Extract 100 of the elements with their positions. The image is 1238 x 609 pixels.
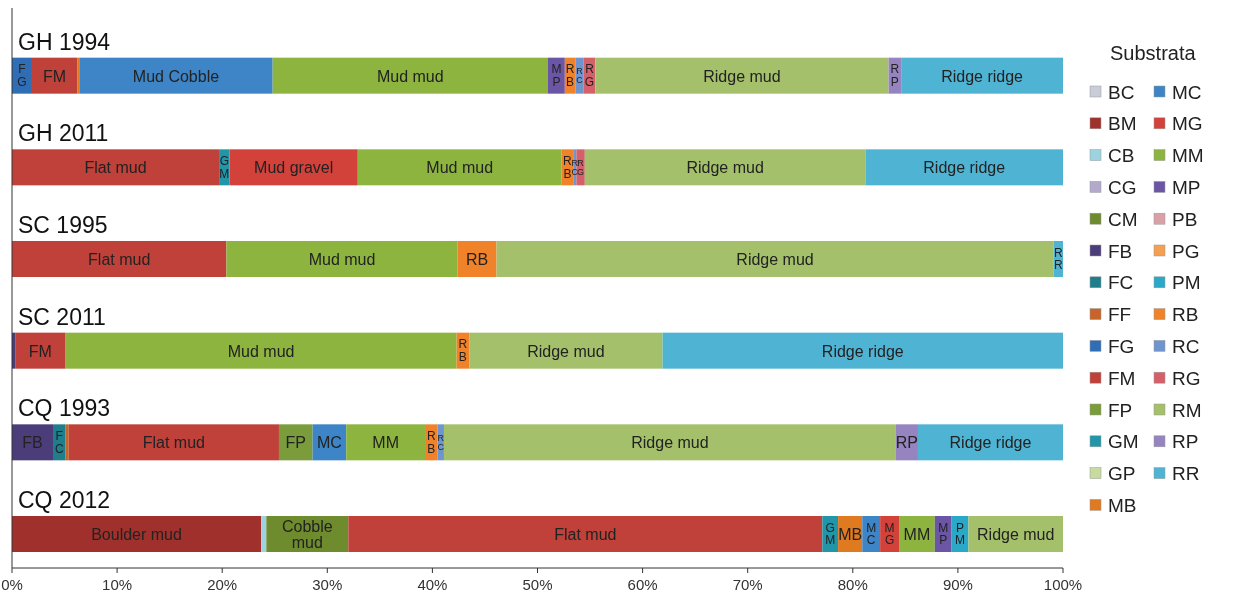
legend-label: FB [1108,240,1133,262]
x-tick-label: 10% [102,576,133,593]
bar [348,516,823,552]
x-tick-label: 20% [207,576,238,593]
legend-label: FM [1108,367,1136,389]
data-label: RB [427,429,437,456]
data-label: MP [938,520,949,548]
legend-label: RP [1172,431,1199,453]
data-label: RG [577,157,585,178]
data-label: MB [838,525,863,543]
bar [12,516,262,552]
bar [901,57,1063,94]
data-label: Ridge ridge [949,433,1032,451]
bar [496,241,1054,277]
legend-label: GM [1108,431,1139,453]
data-label: FB [22,433,43,451]
data-label: RR [1053,245,1063,273]
bar [79,57,273,94]
data-label: Boulder mud [91,525,182,543]
data-label: Ridge mud [736,250,814,268]
data-label: Ridge mud [527,342,605,360]
bar [226,241,458,277]
data-label: Mud Cobble [132,67,220,85]
data-label: RC [437,432,445,453]
y-tick-label: SC 2011 [18,303,106,330]
bar [77,57,80,94]
data-label: GM [219,154,230,181]
data-label: Mud mud [426,158,494,176]
data-label: FM [43,67,67,85]
legend-label: PB [1172,208,1198,230]
data-label: RG [584,62,595,89]
y-tick-label: GH 1994 [18,28,111,55]
data-label: Ridge ridge [923,158,1006,176]
legend-label: MM [1172,145,1204,167]
data-label: Flat mud [554,525,617,543]
bar [68,424,279,461]
data-label: Ridge mud [703,67,781,85]
data-label: Ridge mud [631,433,709,451]
data-label: Mud mud [227,342,295,360]
legend-label: RM [1172,399,1202,421]
data-label: MM [903,525,931,543]
bar [12,241,227,277]
bar [31,57,78,94]
data-label: MC [316,433,342,451]
legend-label: RB [1172,304,1199,326]
x-tick-label: 100% [1043,576,1083,593]
data-label: Ridge ridge [821,342,904,360]
x-tick-label: 90% [942,576,973,593]
legend-label: RC [1172,335,1200,357]
legend-label: CG [1108,176,1137,198]
legend-label: MP [1172,176,1201,198]
legend-label: CB [1108,145,1135,167]
legend-label: FC [1108,272,1134,294]
bar [15,332,66,369]
x-tick-label: 0% [1,576,23,593]
legend-label: GP [1108,463,1136,485]
legend-label: PM [1172,272,1201,294]
data-label: GM [825,520,836,548]
bar [584,149,866,186]
bar [278,424,313,461]
x-tick-label: 50% [522,576,553,593]
legend-label: FG [1108,335,1135,357]
data-label: Cobble mud [281,517,333,551]
x-tick-label: 40% [417,576,448,593]
bar [469,332,663,369]
legend-label: MG [1172,113,1203,135]
bar [865,149,1063,186]
data-label: MM [372,433,399,451]
data-label: Flat mud [84,158,147,176]
bar [357,149,562,186]
data-label: MG [884,520,895,548]
x-tick-label: 80% [837,576,868,593]
data-label: Ridge ridge [941,67,1024,85]
bar [261,516,267,552]
x-tick-label: 30% [312,576,343,593]
data-label: Flat mud [142,433,205,451]
legend-label: PG [1172,240,1200,262]
data-label: RB [565,62,575,89]
y-tick-label: GH 2011 [18,120,109,147]
data-label: FC [54,429,64,456]
legend-label: MC [1172,81,1202,103]
legend-label: RG [1172,367,1201,389]
data-label: Mud gravel [254,158,334,176]
y-tick-label: CQ 2012 [18,487,111,513]
bar [443,424,896,461]
legend-label: BC [1108,81,1135,103]
data-label: RB [465,250,489,268]
data-label: PM [955,520,965,548]
bar [917,424,1063,461]
data-label: RP [890,62,900,89]
data-label: Mud mud [376,67,444,85]
x-tick-label: 70% [732,576,763,593]
data-label: RB [563,154,573,181]
data-label: Ridge mud [686,158,764,176]
y-tick-label: SC 1995 [18,212,108,238]
data-label: Mud mud [308,250,376,268]
data-label: FM [28,342,52,360]
data-label: FP [285,433,306,451]
data-label: RC [576,65,584,86]
bar [65,424,69,461]
